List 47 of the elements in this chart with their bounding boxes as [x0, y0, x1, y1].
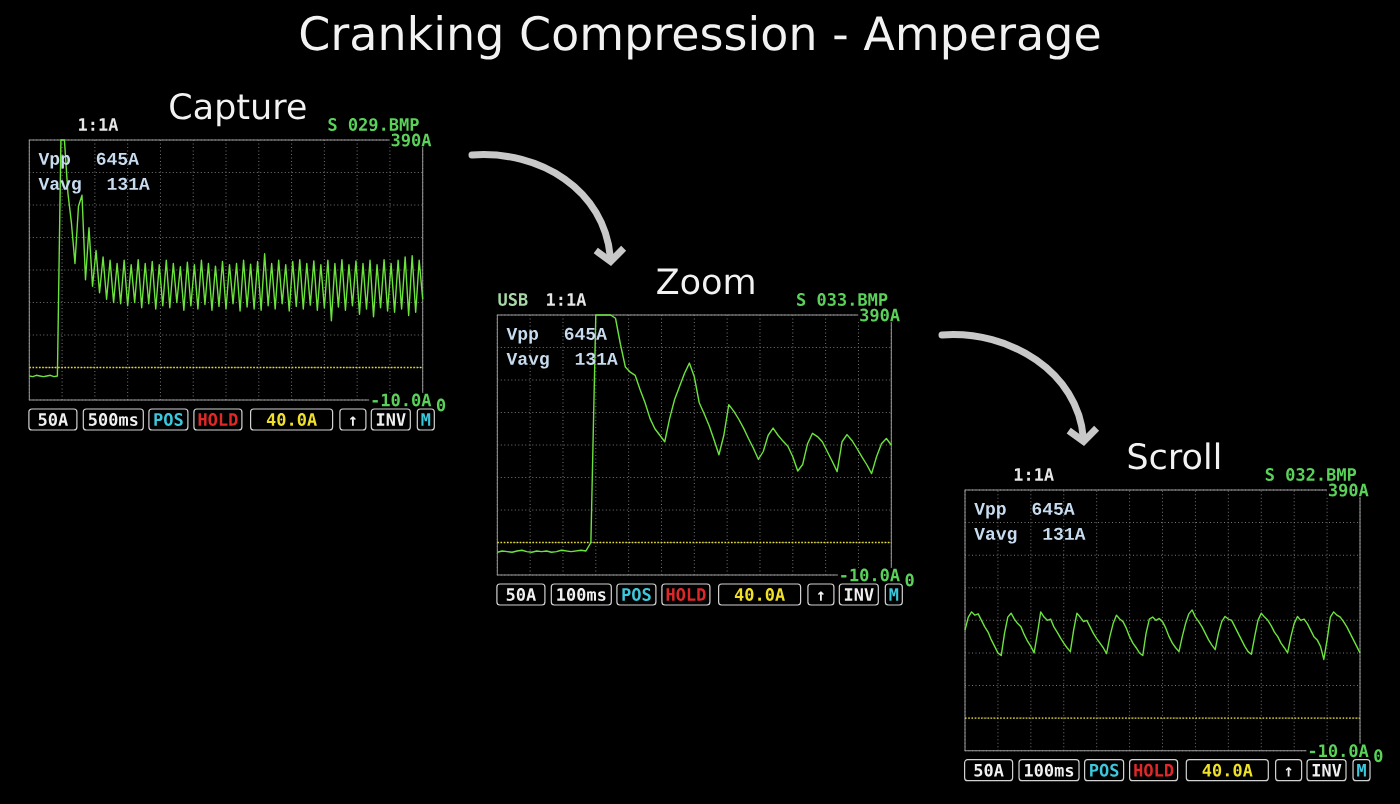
text: POS	[1090, 763, 1119, 777]
text: M	[421, 413, 431, 426]
text: M	[889, 588, 899, 601]
text: Cranking Compression - Amperage	[300, 15, 1100, 60]
text: HOLD	[1134, 763, 1174, 777]
text: USB	[498, 293, 528, 306]
text: HOLD	[666, 588, 706, 601]
text: 0	[436, 398, 446, 412]
text: 40.0A	[1202, 763, 1253, 777]
text: ↑	[349, 416, 356, 426]
y-tick-label: 390A	[1328, 483, 1369, 497]
annotation: Vavg 131A	[974, 527, 1086, 544]
text: 1:1A	[1014, 468, 1054, 481]
chart-subtitle: Capture	[170, 93, 306, 127]
text: 50A	[974, 763, 1004, 777]
y-tick-label: -10.0A	[372, 393, 432, 407]
text: 50A	[38, 413, 68, 426]
annotation: Vpp 645A	[974, 502, 1075, 519]
text: INV	[844, 588, 874, 601]
text: S 033.BMP	[797, 293, 888, 306]
text: POS	[622, 588, 651, 601]
text: 40.0A	[266, 413, 317, 426]
chart-title: Scroll	[1128, 442, 1220, 470]
text: 0	[905, 573, 914, 587]
text: M	[1357, 764, 1366, 777]
text: 100ms	[557, 588, 606, 601]
text: 1:1A	[79, 118, 119, 131]
y-tick-label: -10.0A	[841, 568, 900, 582]
y-tick-label: 390A	[391, 133, 432, 147]
line-series	[964, 609, 1361, 661]
text: 500ms	[88, 413, 138, 426]
text: ↑	[817, 591, 824, 601]
text: 100ms	[1024, 763, 1074, 777]
text: S 032.BMP	[1265, 468, 1357, 481]
text: 1:1A	[547, 293, 587, 306]
text: INV	[1312, 764, 1342, 777]
text: 0	[1374, 749, 1383, 763]
text: 50A	[506, 588, 536, 601]
text: POS	[154, 413, 183, 426]
text: S 029.BMP	[328, 118, 419, 132]
y-tick-label: 390A	[860, 308, 900, 322]
chart-title: Zoom	[657, 268, 754, 295]
text: 40.0A	[734, 588, 785, 601]
text: ↑	[1285, 767, 1292, 777]
text: INV	[376, 413, 406, 426]
y-tick-label: -10.0A	[1309, 744, 1369, 758]
text: HOLD	[198, 413, 238, 426]
